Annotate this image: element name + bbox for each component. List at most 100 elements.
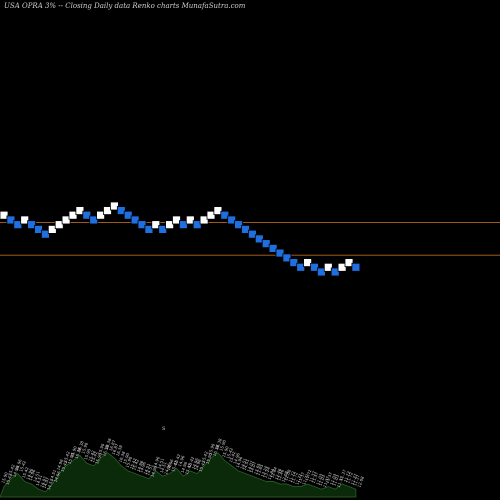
down-brick-36 bbox=[241, 225, 250, 234]
down-brick-40 bbox=[268, 243, 278, 253]
volume-label-5: 14.9614.51 bbox=[28, 468, 41, 482]
volume-label-32: 16.3815.90 bbox=[214, 437, 227, 451]
up-brick-28 bbox=[185, 215, 195, 225]
volume-label-4: 15.4214.96 bbox=[21, 466, 34, 480]
volume-label-7: 14.0714.51 bbox=[42, 476, 55, 490]
down-brick-13 bbox=[82, 210, 92, 220]
volume-label-43: 11.7211.37 bbox=[290, 471, 303, 485]
volume-label-16: 16.3816.87 bbox=[104, 437, 117, 451]
down-brick-35 bbox=[234, 220, 244, 230]
down-brick-24 bbox=[158, 225, 168, 234]
volume-label-14: 15.4215.90 bbox=[90, 450, 103, 464]
up-brick-4 bbox=[20, 215, 30, 225]
down-brick-37 bbox=[247, 229, 257, 239]
up-brick-11 bbox=[68, 210, 78, 220]
up-brick-31 bbox=[206, 210, 216, 220]
volume-label-31: 15.9016.38 bbox=[207, 442, 220, 456]
volume-label-51: 11.7211.37 bbox=[345, 471, 358, 485]
volume-label-36: 14.5114.07 bbox=[242, 458, 255, 472]
volume-label-44: 11.3711.72 bbox=[297, 471, 310, 485]
volume-label-49: 11.0311.37 bbox=[331, 474, 344, 488]
down-brick-46 bbox=[310, 262, 319, 272]
down-brick-18 bbox=[116, 206, 126, 215]
down-brick-47 bbox=[316, 267, 326, 277]
volume-label-27: 14.9615.42 bbox=[180, 461, 193, 475]
volume-label-19: 15.9015.42 bbox=[124, 455, 137, 469]
volume-label-45: 11.7211.37 bbox=[304, 468, 317, 482]
volume-label-35: 14.9614.51 bbox=[235, 455, 248, 469]
chart-title: USA OPRA 3% -- Closing Daily data Renko … bbox=[4, 2, 246, 10]
volume-label-30: 15.4215.90 bbox=[200, 450, 213, 464]
up-brick-10 bbox=[61, 215, 71, 225]
down-brick-34 bbox=[227, 215, 237, 225]
down-brick-39 bbox=[261, 239, 271, 249]
volume-label-12: 16.3815.90 bbox=[76, 440, 89, 454]
up-brick-25 bbox=[165, 220, 175, 230]
volume-label-6: 14.5114.07 bbox=[35, 474, 48, 488]
volume-label-10: 15.4215.90 bbox=[62, 450, 75, 464]
renko-bricks bbox=[0, 201, 361, 277]
volume-label-8: 14.5114.96 bbox=[49, 468, 62, 482]
down-brick-21 bbox=[137, 220, 147, 230]
down-brick-6 bbox=[34, 225, 43, 234]
down-brick-49 bbox=[330, 267, 340, 277]
volume-label-37: 14.0713.65 bbox=[249, 461, 262, 475]
volume-label-40: 12.8412.46 bbox=[269, 466, 282, 480]
up-brick-15 bbox=[96, 210, 105, 220]
volume-label-39: 13.2412.84 bbox=[262, 466, 275, 480]
volume-label-20: 15.4214.96 bbox=[131, 458, 144, 472]
volume-label-33: 15.9015.42 bbox=[221, 445, 234, 459]
up-brick-26 bbox=[172, 215, 181, 225]
volume-label-11: 15.9016.38 bbox=[69, 445, 82, 459]
volume-label-47: 11.0311.37 bbox=[318, 474, 331, 488]
down-brick-29 bbox=[192, 220, 202, 230]
volume-label-29: 14.9615.42 bbox=[193, 458, 206, 472]
volume-label-34: 15.4214.96 bbox=[228, 450, 241, 464]
down-brick-7 bbox=[41, 229, 50, 239]
volume-label-9: 14.9615.42 bbox=[55, 458, 68, 472]
volume-label-2: 15.4214.96 bbox=[7, 463, 20, 477]
volume-label-13: 15.9015.42 bbox=[83, 448, 96, 462]
volume-label-17: 16.8716.38 bbox=[111, 442, 124, 456]
down-brick-38 bbox=[254, 234, 264, 244]
volume-label-52: 11.3712.08 bbox=[352, 474, 365, 488]
volume-label-46: 11.3711.03 bbox=[311, 471, 324, 485]
volume-label-42: 12.0811.72 bbox=[283, 468, 296, 482]
down-brick-43 bbox=[289, 258, 299, 267]
volume-label-26: 15.4214.96 bbox=[173, 453, 186, 467]
reference-lines bbox=[0, 221, 500, 256]
volume-label-1: 15.9015.42 bbox=[0, 471, 13, 485]
volume-label-15: 15.9016.38 bbox=[97, 442, 110, 456]
volume-label-21: 14.9614.51 bbox=[138, 461, 151, 475]
volume-label-41: 12.4612.08 bbox=[276, 468, 289, 482]
volume-panel bbox=[0, 452, 357, 498]
up-brick-12 bbox=[75, 206, 85, 215]
up-brick-1 bbox=[0, 210, 9, 220]
annotations: S bbox=[162, 426, 166, 432]
volume-label-28: 15.4214.96 bbox=[187, 455, 200, 469]
up-brick-16 bbox=[103, 206, 112, 215]
volume-label-3: 14.9615.42 bbox=[14, 458, 27, 472]
down-brick-22 bbox=[144, 225, 154, 234]
up-brick-17 bbox=[110, 201, 119, 211]
volume-label-48: 11.3711.03 bbox=[325, 471, 338, 485]
volume-label-24: 14.5114.96 bbox=[159, 461, 172, 475]
up-brick-51 bbox=[344, 258, 354, 267]
down-brick-42 bbox=[282, 253, 292, 263]
down-brick-27 bbox=[178, 220, 188, 230]
up-brick-23 bbox=[151, 220, 161, 230]
up-brick-9 bbox=[54, 220, 64, 230]
volume-area bbox=[0, 452, 357, 498]
volume-label-23: 14.9614.51 bbox=[152, 455, 165, 469]
down-brick-3 bbox=[13, 220, 23, 230]
volume-label-18: 16.3815.90 bbox=[118, 450, 131, 464]
up-brick-45 bbox=[303, 258, 313, 267]
down-brick-44 bbox=[296, 262, 306, 272]
down-brick-41 bbox=[275, 248, 285, 258]
down-brick-14 bbox=[89, 215, 99, 225]
up-brick-50 bbox=[337, 262, 347, 272]
up-brick-8 bbox=[47, 225, 57, 234]
volume-labels: 15.9015.4215.4214.9614.9615.4215.4214.96… bbox=[0, 437, 365, 490]
